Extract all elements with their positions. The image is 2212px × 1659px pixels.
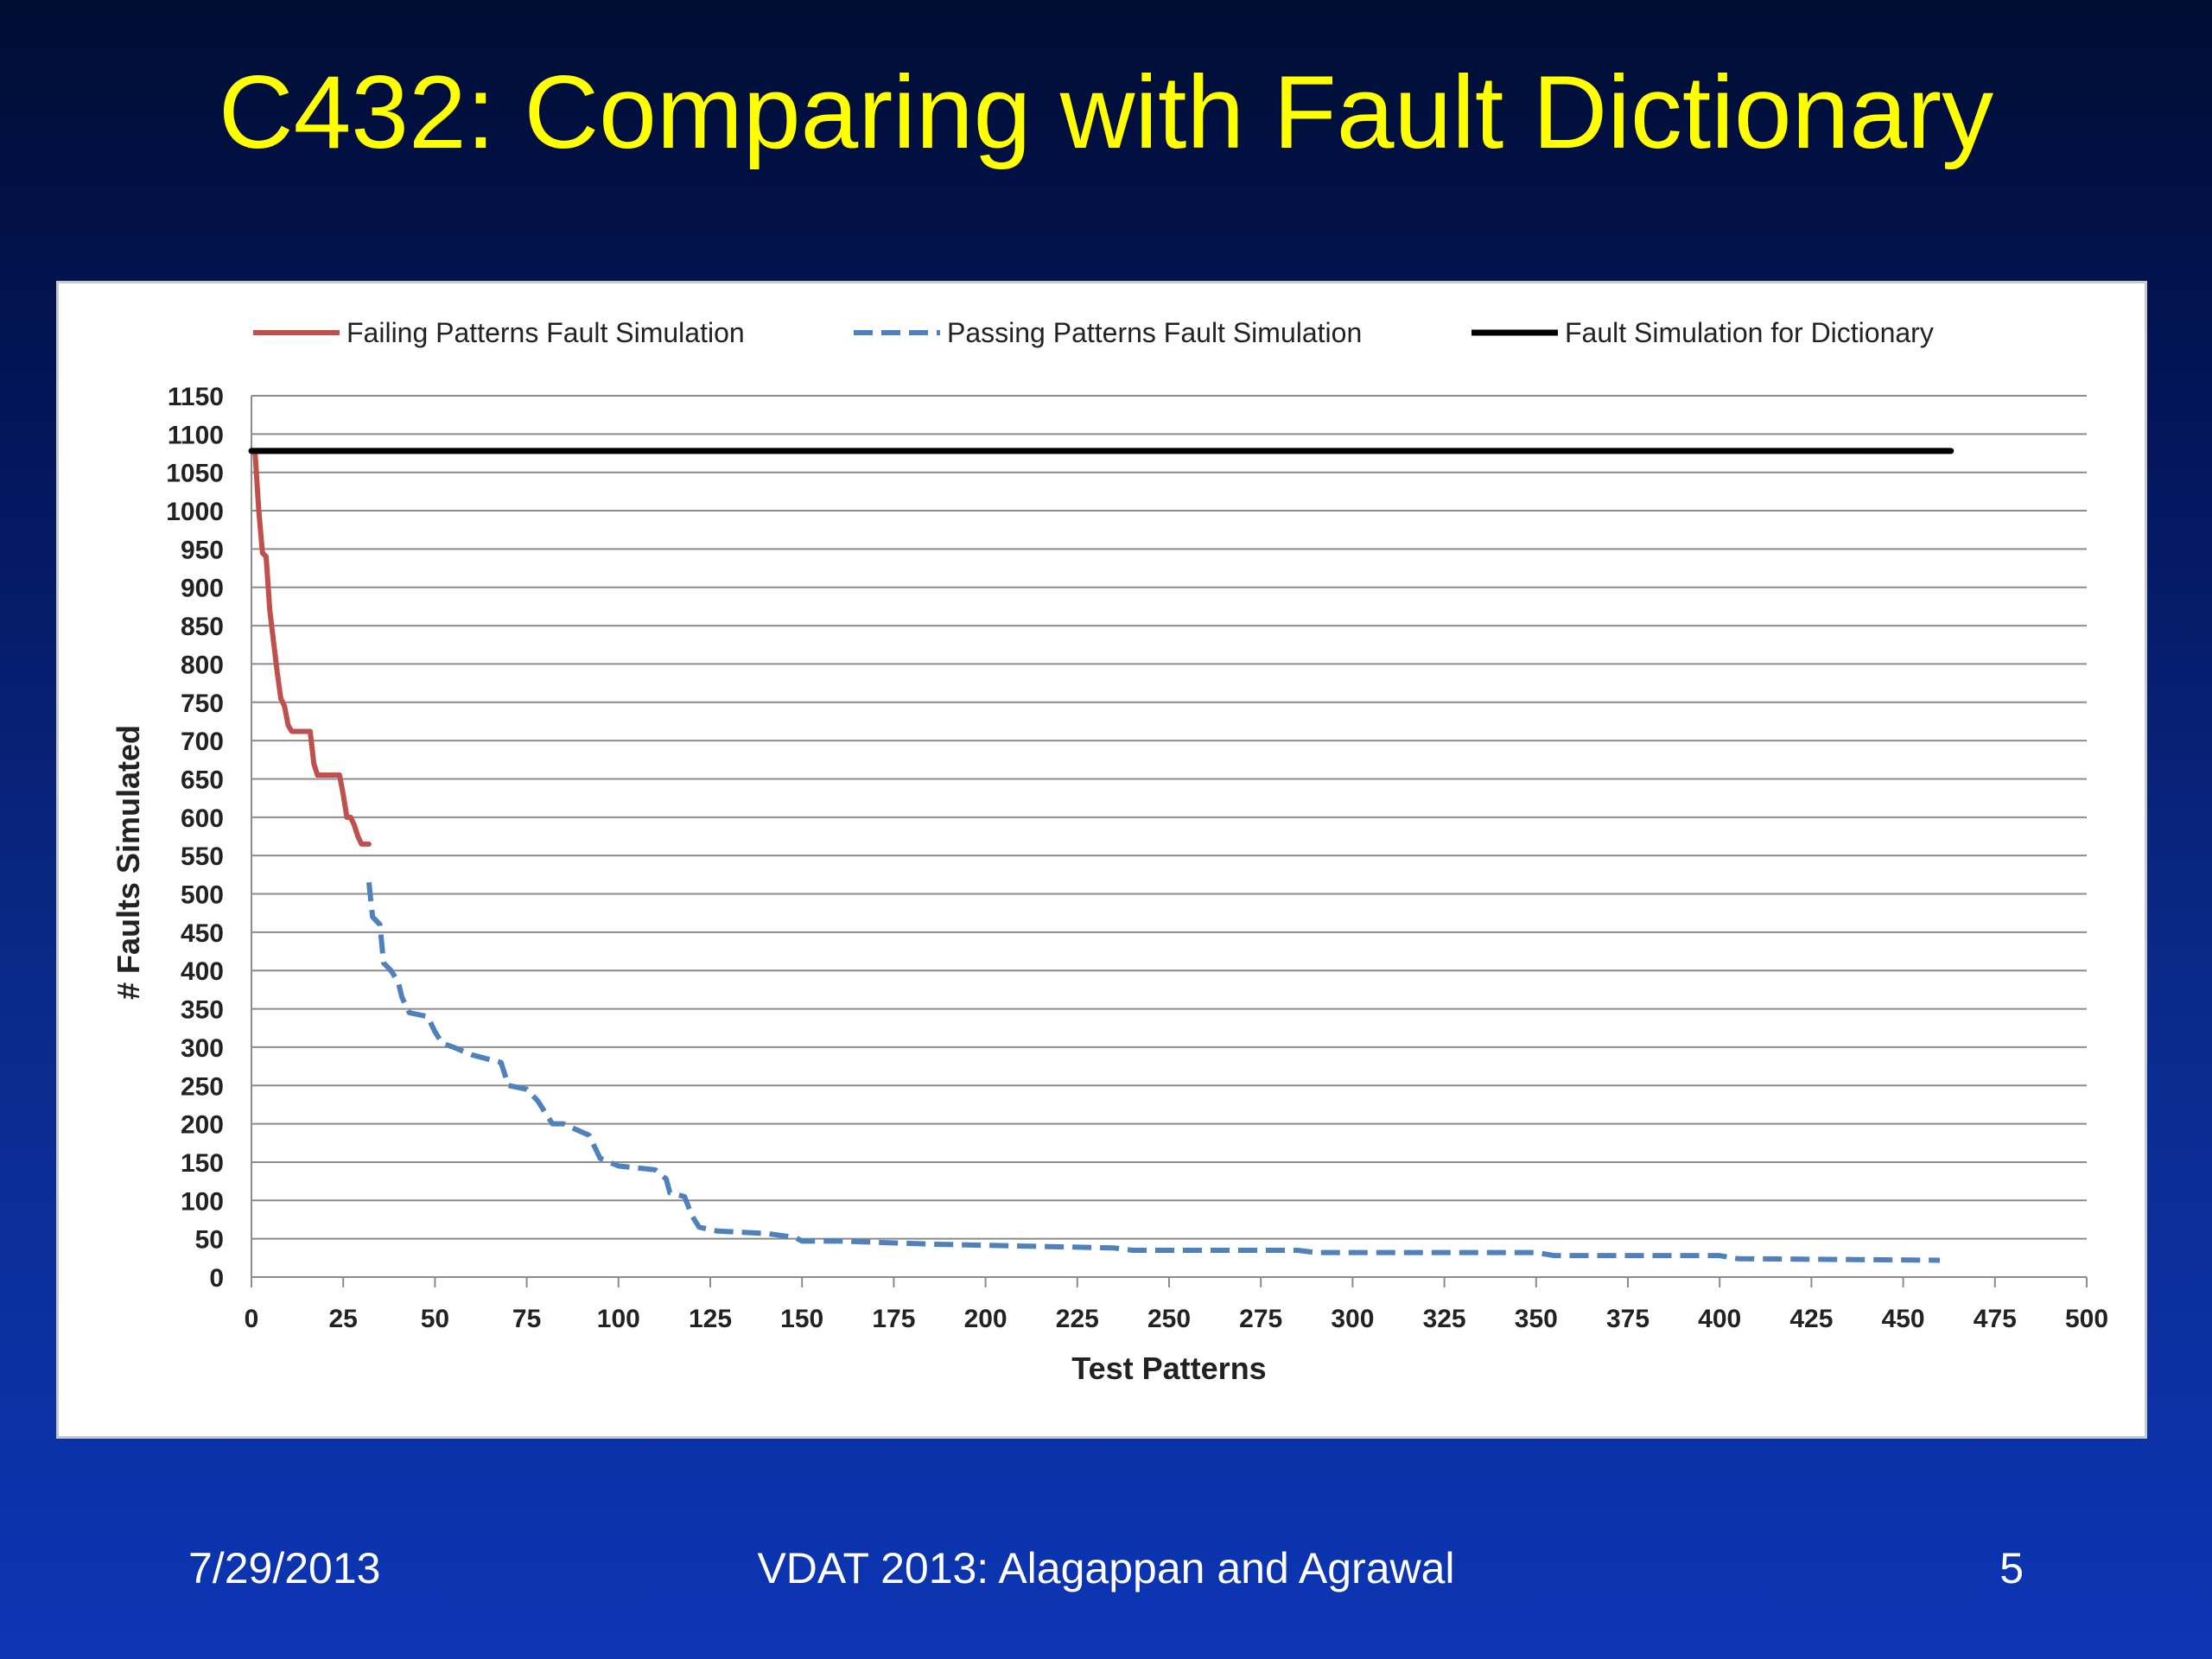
series-line-2 bbox=[365, 881, 1941, 1263]
y-tick-label: 950 bbox=[181, 536, 224, 564]
x-tick-label: 375 bbox=[1606, 1305, 1649, 1333]
x-tick-label: 100 bbox=[597, 1305, 640, 1333]
y-axis-title: # Faults Simulated bbox=[111, 725, 146, 1000]
y-tick-label: 50 bbox=[195, 1226, 224, 1255]
y-tick-label: 700 bbox=[181, 728, 224, 756]
y-tick-label: 200 bbox=[181, 1111, 224, 1140]
y-tick-label: 250 bbox=[181, 1072, 224, 1101]
y-tick-label: 900 bbox=[181, 575, 224, 603]
x-tick-label: 75 bbox=[512, 1305, 541, 1333]
x-tick-label: 225 bbox=[1056, 1305, 1099, 1333]
series-line-1 bbox=[252, 450, 372, 847]
y-tick-label: 600 bbox=[181, 804, 224, 833]
y-tick-label: 850 bbox=[181, 613, 224, 641]
x-tick-label: 125 bbox=[689, 1305, 732, 1333]
y-tick-label: 0 bbox=[209, 1264, 224, 1293]
x-tick-label: 500 bbox=[2065, 1305, 2108, 1333]
slide-title: C432: Comparing with Fault Dictionary bbox=[218, 54, 1994, 170]
y-tick-label: 450 bbox=[181, 919, 224, 948]
x-tick-label: 200 bbox=[964, 1305, 1007, 1333]
y-tick-label: 1050 bbox=[166, 460, 224, 488]
page-number: 5 bbox=[1999, 1544, 2024, 1592]
footer-date: 7/29/2013 bbox=[188, 1544, 381, 1592]
y-tick-label: 150 bbox=[181, 1149, 224, 1178]
x-tick-label: 425 bbox=[1789, 1305, 1833, 1333]
y-tick-label: 550 bbox=[181, 842, 224, 871]
legend-label: Failing Patterns Fault Simulation bbox=[346, 317, 745, 348]
x-tick-label: 25 bbox=[329, 1305, 358, 1333]
chart-panel: 0 50 100 150 200 250 300 350 400 450 500 550 600 650 7… bbox=[56, 281, 2147, 1439]
y-tick-label: 800 bbox=[181, 651, 224, 679]
x-tick-label: 475 bbox=[1974, 1305, 2017, 1333]
x-tick-label: 300 bbox=[1331, 1305, 1374, 1333]
x-tick-label: 50 bbox=[421, 1305, 449, 1333]
y-tick-label: 400 bbox=[181, 957, 224, 986]
y-tick-label: 500 bbox=[181, 881, 224, 910]
legend-label: Fault Simulation for Dictionary bbox=[1565, 317, 1934, 348]
y-tick-label: 750 bbox=[181, 690, 224, 718]
x-axis-title: Test Patterns bbox=[1071, 1351, 1266, 1386]
footer-title: VDAT 2013: Alagappan and Agrawal bbox=[757, 1544, 1455, 1592]
x-tick-label: 325 bbox=[1423, 1305, 1466, 1333]
y-tick-label: 300 bbox=[181, 1034, 224, 1063]
x-tick-label: 450 bbox=[1882, 1305, 1925, 1333]
y-tick-label: 350 bbox=[181, 996, 224, 1025]
y-tick-label: 100 bbox=[181, 1187, 224, 1216]
y-tick-label: 1100 bbox=[168, 421, 224, 449]
x-tick-label: 250 bbox=[1147, 1305, 1191, 1333]
legend-label: Passing Patterns Fault Simulation bbox=[947, 317, 1362, 348]
x-tick-label: 350 bbox=[1515, 1305, 1558, 1333]
y-tick-label: 1000 bbox=[166, 498, 224, 526]
y-tick-label: 650 bbox=[181, 766, 224, 794]
x-tick-label: 175 bbox=[872, 1305, 915, 1333]
x-tick-label: 0 bbox=[245, 1305, 259, 1333]
x-tick-label: 275 bbox=[1239, 1305, 1282, 1333]
x-tick-label: 400 bbox=[1698, 1305, 1741, 1333]
y-tick-label: 1150 bbox=[168, 383, 224, 411]
line-chart: 0501001502002503003504004505005506006507… bbox=[111, 317, 2108, 1386]
x-tick-label: 150 bbox=[780, 1305, 823, 1333]
